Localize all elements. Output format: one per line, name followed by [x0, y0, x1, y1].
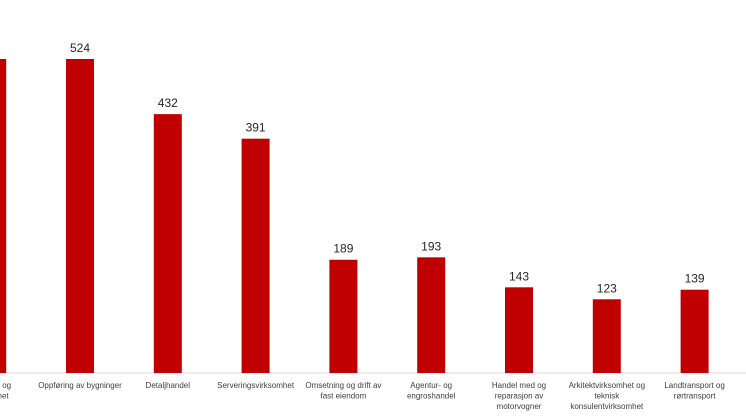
bar-0 [0, 59, 7, 373]
category-label-line: reparasjon av [495, 392, 543, 401]
data-label-3: 391 [246, 121, 266, 135]
category-label-line: konsulentvirksomhet [570, 402, 644, 411]
data-label-8: 139 [685, 272, 705, 286]
category-label-line: Arkitektvirksomhet og [569, 381, 645, 390]
category-label-4: Omsetning og drift av fast eiendom [305, 381, 381, 401]
category-label-line: ...somhet [0, 392, 9, 401]
category-label-line: Detaljhandel [146, 381, 191, 390]
category-label-line: Agentur- og [410, 381, 452, 390]
bar-5 [417, 257, 446, 373]
category-label-line: ...ygge- og [0, 381, 11, 390]
data-label-7: 123 [597, 281, 617, 295]
data-label-1: 524 [70, 41, 90, 55]
category-label-2: Detaljhandel [146, 381, 191, 390]
bar-2 [153, 114, 182, 374]
data-label-4: 189 [333, 242, 353, 256]
data-label-5: 193 [421, 239, 441, 253]
category-label-line: Handel med og [492, 381, 546, 390]
bars-group [0, 59, 709, 374]
bar-6 [505, 287, 533, 373]
data-label-2: 432 [158, 96, 178, 110]
category-label-8: Landtransport og rørtransport [664, 381, 725, 401]
category-label-line: Landtransport og [664, 381, 725, 390]
category-label-7: Arkitektvirksomhet og teknisk konsulentvir… [569, 381, 645, 411]
category-label-5: Agentur- og engroshandel [407, 381, 456, 401]
category-label-0: ...ygge- og ...somhet [0, 381, 11, 401]
bar-4 [329, 259, 358, 373]
bar-7 [592, 299, 621, 373]
data-label-6: 143 [509, 269, 529, 283]
category-label-3: Serveringsvirksomhet [217, 381, 295, 390]
category-labels-group: ...ygge- og ...somhet Oppføring av bygning… [0, 381, 725, 411]
category-label-line: Oppføring av bygninger [38, 381, 122, 390]
category-label-line: Serveringsvirksomhet [217, 381, 295, 390]
category-label-1: Oppføring av bygninger [38, 381, 122, 390]
category-label-line: engroshandel [407, 392, 456, 401]
category-label-line: Omsetning og drift av [305, 381, 381, 390]
category-label-line: teknisk [594, 392, 620, 401]
category-label-line: fast eiendom [320, 392, 366, 401]
bar-8 [680, 289, 709, 373]
category-label-line: motorvogner [497, 402, 542, 411]
bar-3 [241, 138, 270, 373]
category-label-line: rørtransport [674, 392, 717, 401]
value-labels-group: 524 432 391 189 193 143 123 139 [70, 41, 705, 295]
bar-1 [66, 59, 94, 373]
category-label-6: Handel med og reparasjon av motorvogner [492, 381, 546, 411]
